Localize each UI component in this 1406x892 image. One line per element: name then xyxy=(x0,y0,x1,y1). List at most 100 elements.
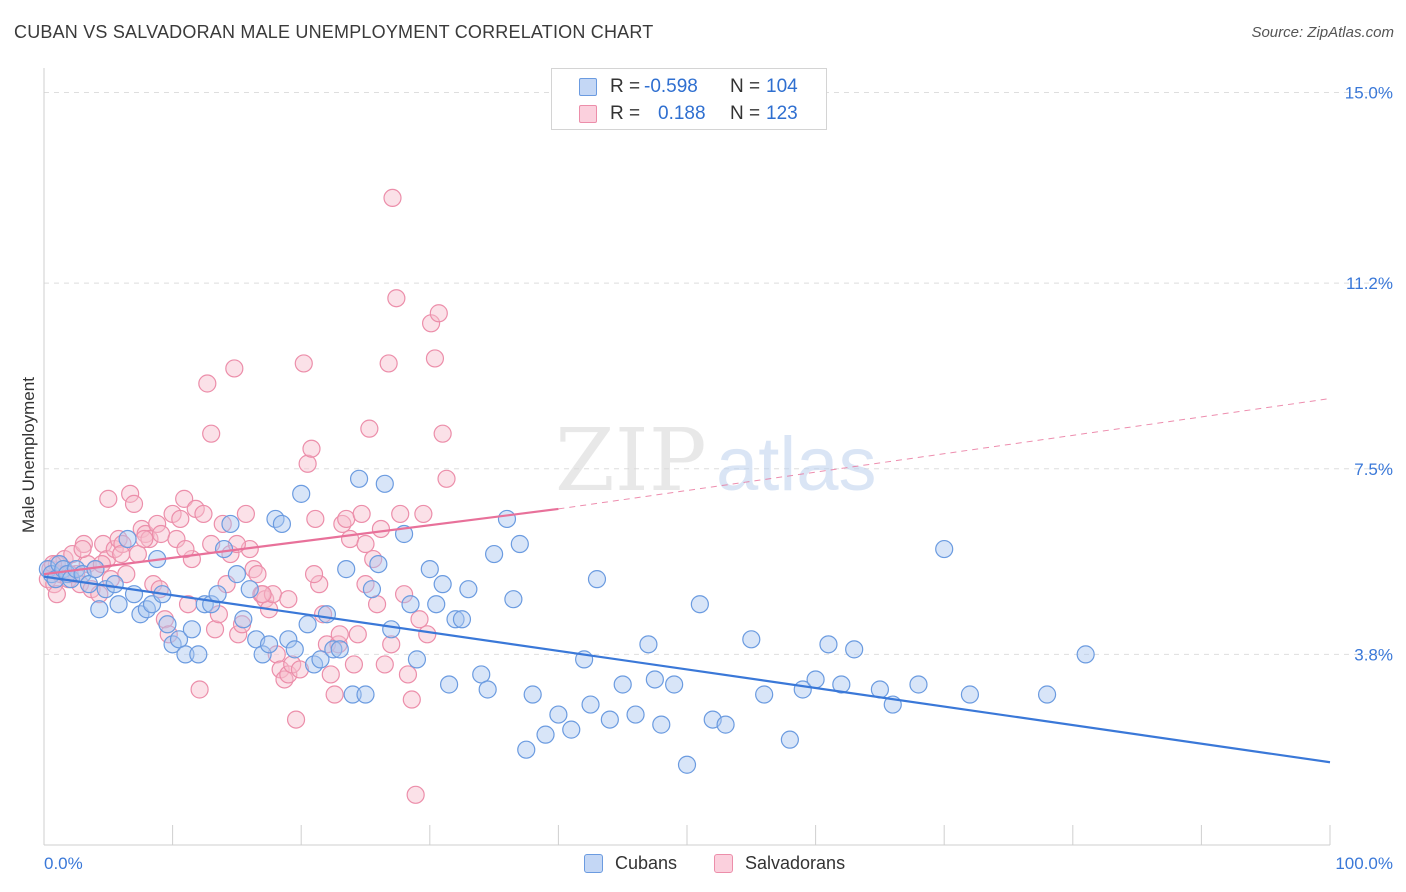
salvadoran-point xyxy=(383,188,402,207)
cuban-point xyxy=(716,715,735,734)
cuban-point xyxy=(105,575,124,594)
cuban-point xyxy=(581,695,600,714)
chart-title: CUBAN VS SALVADORAN MALE UNEMPLOYMENT CO… xyxy=(14,22,654,42)
cuban-point xyxy=(253,645,272,664)
salvadoran-point xyxy=(117,565,136,584)
y-tick-label: 11.2% xyxy=(1346,274,1393,293)
cuban-point xyxy=(189,645,208,664)
salvadoran-point xyxy=(310,575,329,594)
salvadoran-point xyxy=(340,529,360,549)
salvadoran-point xyxy=(190,680,209,699)
cuban-point xyxy=(234,610,253,629)
y-tick-label: 3.8% xyxy=(1354,645,1393,664)
cuban-point xyxy=(613,675,632,694)
salvadoran-point xyxy=(302,439,321,458)
salvadoran-point xyxy=(236,504,256,524)
chart-source: Source: ZipAtlas.com xyxy=(1251,24,1394,41)
cuban-point xyxy=(909,675,928,694)
cuban-point xyxy=(324,640,343,659)
salvadoran-point xyxy=(248,565,267,584)
cuban-point xyxy=(176,645,195,664)
cuban-point xyxy=(806,670,825,689)
cuban-point xyxy=(298,615,317,634)
x-tick-label: 100.0% xyxy=(1335,854,1393,873)
salvadoran-point xyxy=(425,349,445,368)
salvadoran-point xyxy=(348,625,367,644)
cuban-point xyxy=(459,580,478,599)
salvadoran-point xyxy=(375,655,394,674)
salvadoran-point xyxy=(175,489,194,508)
cuban-point xyxy=(639,635,658,654)
cuban-point xyxy=(317,605,337,624)
salvadoran-point xyxy=(151,524,171,544)
cuban-point xyxy=(677,755,697,774)
cuban-point xyxy=(690,595,709,614)
cuban-point xyxy=(446,610,465,629)
watermark: ZIP atlas xyxy=(555,411,877,511)
cuban-point xyxy=(845,640,864,659)
salvadoran-point xyxy=(290,660,310,679)
cubans-trend-line xyxy=(43,575,1331,764)
salvadoran-point xyxy=(194,504,213,524)
cuban-point xyxy=(279,630,298,649)
cuban-point xyxy=(118,529,137,549)
salvadoran-point xyxy=(379,354,398,373)
correlation-legend: R = -0.598 N = 104 R = 0.188 N = 123 xyxy=(551,68,827,130)
cuban-point xyxy=(472,665,491,684)
salvadoran-point xyxy=(198,374,217,393)
cuban-point xyxy=(832,675,851,694)
salvadoran-point xyxy=(209,605,228,624)
cuban-point xyxy=(478,680,497,699)
cuban-point xyxy=(349,469,369,488)
salvadoran-point xyxy=(73,539,92,559)
cuban-point xyxy=(420,560,439,579)
salvadoran-point xyxy=(421,314,441,333)
salvadoran-point xyxy=(321,665,340,684)
legend-row-salvadorans: R = 0.188 N = 123 xyxy=(552,100,828,127)
cuban-point xyxy=(626,705,645,724)
salvadoran-point xyxy=(97,549,117,569)
salvadoran-point xyxy=(205,620,225,639)
salvadoran-point xyxy=(437,469,456,488)
salvadoran-point xyxy=(364,549,383,569)
salvadoran-point xyxy=(325,685,344,704)
salvadoran-point xyxy=(112,544,131,564)
cuban-point xyxy=(497,509,517,529)
cuban-point xyxy=(427,595,446,614)
salvadoran-point xyxy=(176,539,195,559)
cuban-point xyxy=(645,670,664,689)
cuban-point xyxy=(109,595,128,614)
cuban-point xyxy=(549,705,568,724)
salvadoran-point xyxy=(306,509,325,529)
legend-n-label: N = xyxy=(730,75,761,97)
legend-swatch-cubans xyxy=(579,77,597,96)
legend-r-value: -0.598 xyxy=(644,75,698,97)
salvadoran-point xyxy=(406,785,425,804)
salvadoran-point xyxy=(391,504,410,524)
salvadoran-point xyxy=(398,665,418,684)
salvadoran-point xyxy=(279,665,298,684)
cuban-point xyxy=(960,685,980,704)
watermark-zip: ZIP xyxy=(555,411,707,511)
salvadoran-point xyxy=(124,494,144,513)
cuban-point xyxy=(169,630,189,649)
salvadoran-point xyxy=(171,509,190,529)
axes xyxy=(43,68,1331,846)
cuban-point xyxy=(652,715,671,734)
salvadorans-points xyxy=(38,188,456,804)
cuban-point xyxy=(536,725,555,744)
legend-r-value: 0.188 xyxy=(658,102,706,124)
cuban-point xyxy=(311,650,330,669)
watermark-atlas: atlas xyxy=(716,422,877,507)
salvadoran-point xyxy=(148,514,167,534)
legend-n-value: 104 xyxy=(766,75,798,97)
cuban-point xyxy=(433,575,452,594)
cuban-point xyxy=(742,630,761,649)
cuban-point xyxy=(356,685,375,704)
salvadoran-point xyxy=(47,585,66,604)
cuban-point xyxy=(240,580,259,599)
cuban-point xyxy=(504,590,523,609)
legend-n-value: 123 xyxy=(766,102,798,124)
cuban-point xyxy=(1076,645,1095,664)
